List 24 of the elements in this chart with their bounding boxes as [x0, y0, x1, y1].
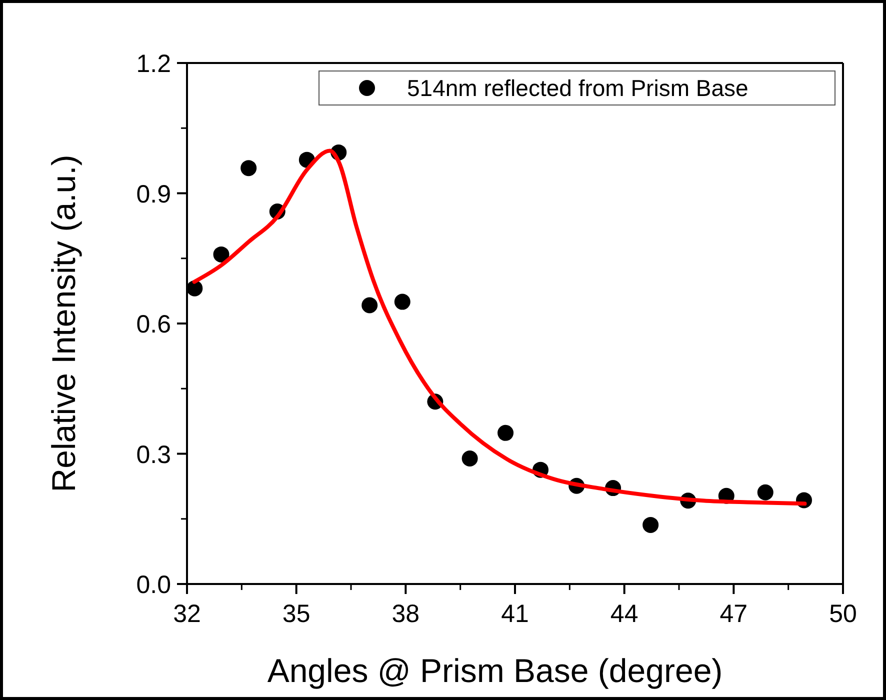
- x-tick-label: 35: [282, 600, 310, 628]
- point: [394, 294, 410, 310]
- point: [757, 484, 774, 500]
- x-tick-label: 44: [610, 600, 638, 628]
- point: [240, 160, 257, 176]
- point: [642, 516, 659, 533]
- point: [498, 424, 514, 441]
- x-tick-label: 38: [392, 600, 420, 628]
- y-tick-label: 0.0: [136, 571, 171, 599]
- y-axis-title: Relative Intensity (a.u.): [45, 154, 82, 492]
- x-tick-label: 41: [501, 600, 529, 628]
- legend-label: 514nm reflected from Prism Base: [407, 75, 748, 101]
- y-tick-label: 0.6: [136, 310, 171, 338]
- point: [362, 297, 378, 314]
- y-tick-label: 0.9: [136, 180, 171, 208]
- point: [186, 280, 203, 296]
- x-tick-label: 47: [720, 600, 748, 628]
- point: [462, 450, 478, 467]
- point: [213, 246, 230, 262]
- y-tick-label: 1.2: [136, 50, 171, 78]
- x-axis-title: Angles @ Prism Base (degree): [267, 652, 723, 689]
- x-tick-label: 50: [829, 600, 857, 628]
- x-tick-label: 32: [173, 600, 201, 628]
- y-tick-label: 0.3: [136, 440, 171, 469]
